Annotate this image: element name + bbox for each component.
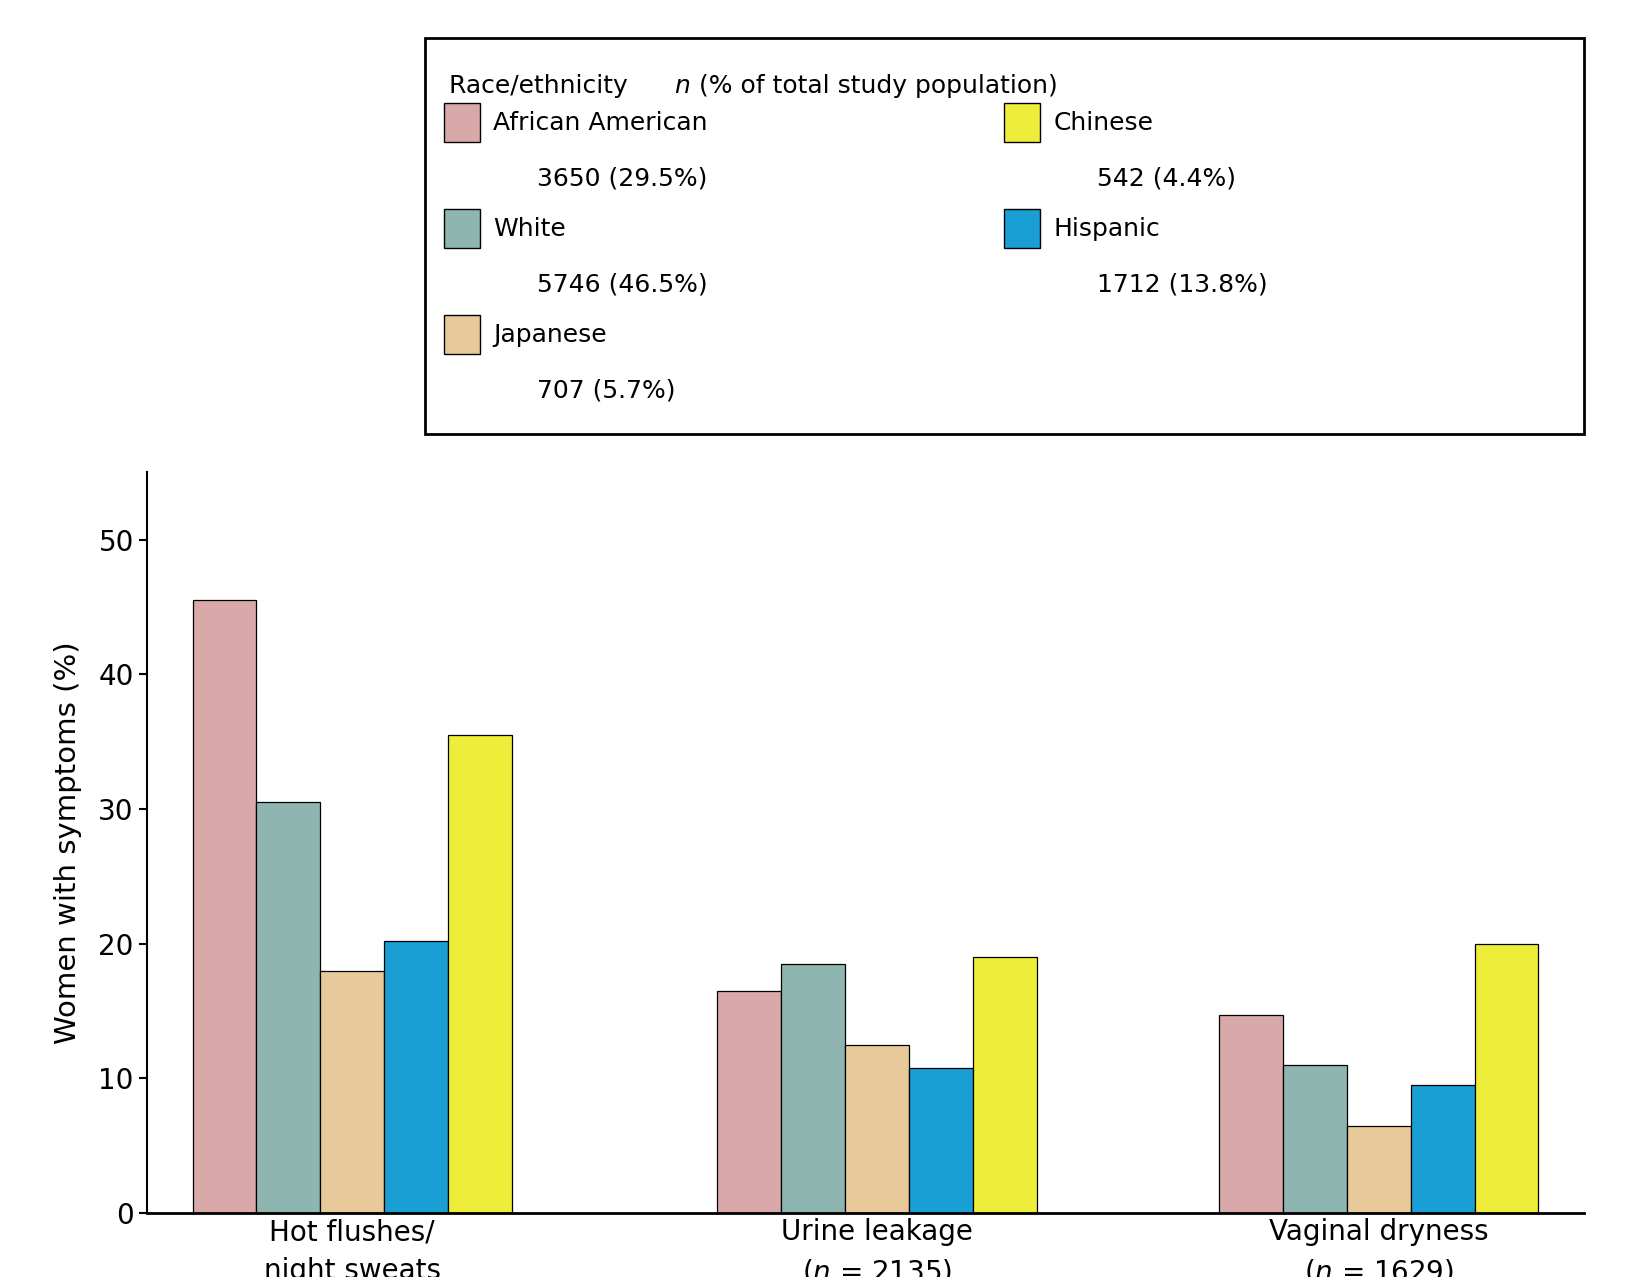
Bar [256, 802, 320, 1213]
Y-axis label: Women with symptoms (%): Women with symptoms (%) [54, 641, 82, 1045]
Text: Hispanic: Hispanic [1053, 217, 1159, 240]
Bar [1474, 944, 1537, 1213]
Text: 5746 (46.5%): 5746 (46.5%) [537, 273, 707, 296]
Bar [193, 600, 256, 1213]
Bar [447, 736, 511, 1213]
Bar [844, 1045, 909, 1213]
Text: White: White [493, 217, 566, 240]
Bar [1346, 1125, 1410, 1213]
Text: 1712 (13.8%): 1712 (13.8%) [1097, 273, 1266, 296]
Text: Race/ethnicity: Race/ethnicity [449, 74, 635, 98]
Text: Chinese: Chinese [1053, 111, 1152, 134]
Bar [1283, 1065, 1346, 1213]
Bar [973, 958, 1036, 1213]
Bar [1219, 1015, 1283, 1213]
Text: 3650 (29.5%): 3650 (29.5%) [537, 167, 707, 190]
Bar [909, 1068, 973, 1213]
Text: African American: African American [493, 111, 707, 134]
Text: 707 (5.7%): 707 (5.7%) [537, 379, 676, 402]
Text: 542 (4.4%): 542 (4.4%) [1097, 167, 1235, 190]
Bar [1410, 1085, 1474, 1213]
Bar [320, 971, 384, 1213]
Bar [716, 991, 780, 1213]
Bar [780, 964, 844, 1213]
Text: n: n [674, 74, 690, 98]
Bar [384, 941, 447, 1213]
Text: (% of total study population): (% of total study population) [690, 74, 1058, 98]
Text: Japanese: Japanese [493, 323, 607, 346]
